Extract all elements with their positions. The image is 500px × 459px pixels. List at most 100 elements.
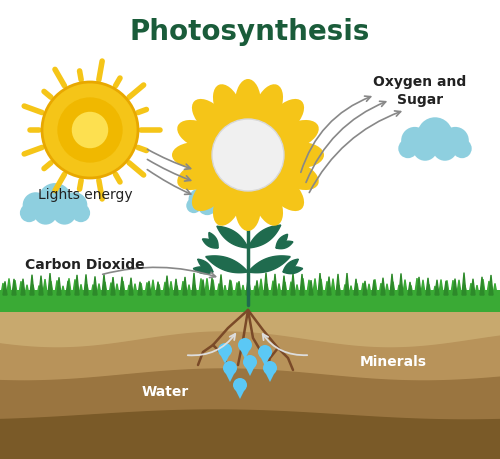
- Circle shape: [228, 198, 244, 213]
- Ellipse shape: [172, 142, 220, 168]
- Polygon shape: [372, 280, 378, 300]
- Polygon shape: [102, 282, 108, 300]
- Polygon shape: [165, 276, 169, 295]
- Polygon shape: [39, 275, 43, 295]
- Polygon shape: [480, 279, 486, 300]
- Polygon shape: [453, 279, 457, 295]
- Circle shape: [58, 97, 122, 162]
- Circle shape: [442, 127, 469, 154]
- Polygon shape: [363, 281, 367, 295]
- Polygon shape: [243, 362, 257, 376]
- Circle shape: [398, 139, 417, 158]
- Polygon shape: [228, 280, 234, 300]
- Circle shape: [198, 196, 217, 215]
- Polygon shape: [462, 273, 466, 295]
- Polygon shape: [396, 285, 402, 300]
- Ellipse shape: [177, 160, 222, 190]
- Polygon shape: [90, 285, 96, 300]
- Polygon shape: [210, 280, 216, 300]
- Polygon shape: [21, 279, 25, 295]
- Polygon shape: [342, 285, 348, 300]
- Polygon shape: [12, 279, 16, 295]
- Ellipse shape: [192, 99, 230, 138]
- Polygon shape: [183, 277, 187, 295]
- Circle shape: [213, 196, 233, 215]
- Polygon shape: [300, 274, 304, 295]
- Polygon shape: [198, 259, 213, 272]
- Polygon shape: [255, 280, 259, 295]
- Polygon shape: [246, 279, 250, 295]
- Text: Oxygen and
Sugar: Oxygen and Sugar: [374, 75, 466, 107]
- Polygon shape: [120, 277, 124, 295]
- Ellipse shape: [274, 120, 319, 150]
- Circle shape: [233, 378, 247, 392]
- Polygon shape: [390, 274, 394, 295]
- Polygon shape: [144, 282, 150, 300]
- Polygon shape: [354, 283, 360, 300]
- Polygon shape: [84, 285, 90, 300]
- Polygon shape: [30, 274, 34, 295]
- Polygon shape: [456, 280, 462, 300]
- Polygon shape: [66, 281, 70, 295]
- Polygon shape: [288, 282, 294, 300]
- Polygon shape: [258, 279, 264, 300]
- Circle shape: [62, 192, 88, 218]
- Polygon shape: [263, 368, 277, 382]
- Polygon shape: [345, 273, 349, 295]
- Polygon shape: [66, 278, 72, 300]
- Polygon shape: [30, 285, 36, 300]
- Polygon shape: [248, 256, 290, 273]
- Polygon shape: [201, 280, 205, 295]
- Polygon shape: [282, 282, 288, 300]
- Polygon shape: [180, 281, 186, 300]
- Polygon shape: [162, 282, 168, 300]
- Polygon shape: [354, 279, 358, 295]
- Circle shape: [34, 201, 57, 224]
- Circle shape: [212, 119, 284, 191]
- Circle shape: [53, 201, 76, 224]
- Ellipse shape: [213, 180, 243, 226]
- Polygon shape: [282, 276, 286, 295]
- Polygon shape: [78, 284, 84, 300]
- Circle shape: [432, 136, 457, 161]
- Polygon shape: [408, 282, 412, 295]
- Polygon shape: [168, 281, 174, 300]
- Circle shape: [223, 361, 237, 375]
- Ellipse shape: [235, 183, 261, 231]
- Circle shape: [413, 136, 438, 161]
- Polygon shape: [192, 273, 196, 295]
- Polygon shape: [444, 280, 450, 300]
- Polygon shape: [0, 283, 6, 300]
- Polygon shape: [283, 267, 302, 274]
- Polygon shape: [474, 285, 480, 300]
- Polygon shape: [198, 279, 204, 300]
- Polygon shape: [480, 277, 484, 295]
- Polygon shape: [102, 274, 106, 295]
- Ellipse shape: [253, 180, 283, 226]
- Ellipse shape: [266, 99, 304, 138]
- Polygon shape: [471, 279, 475, 295]
- Polygon shape: [114, 284, 120, 300]
- Polygon shape: [273, 274, 277, 295]
- Polygon shape: [209, 232, 218, 248]
- Circle shape: [20, 204, 38, 222]
- Polygon shape: [96, 284, 102, 300]
- Polygon shape: [381, 278, 385, 295]
- Polygon shape: [462, 285, 468, 300]
- Polygon shape: [408, 285, 414, 300]
- Polygon shape: [138, 282, 142, 295]
- Circle shape: [186, 198, 202, 213]
- Circle shape: [38, 183, 72, 217]
- Polygon shape: [60, 286, 66, 300]
- Polygon shape: [192, 285, 198, 300]
- Polygon shape: [132, 284, 138, 300]
- Polygon shape: [450, 280, 456, 300]
- Text: Water: Water: [142, 385, 188, 399]
- Polygon shape: [36, 285, 42, 300]
- Polygon shape: [372, 280, 376, 295]
- Ellipse shape: [177, 120, 222, 150]
- Polygon shape: [218, 350, 232, 364]
- Circle shape: [42, 82, 138, 178]
- Circle shape: [238, 338, 252, 352]
- Polygon shape: [252, 285, 258, 300]
